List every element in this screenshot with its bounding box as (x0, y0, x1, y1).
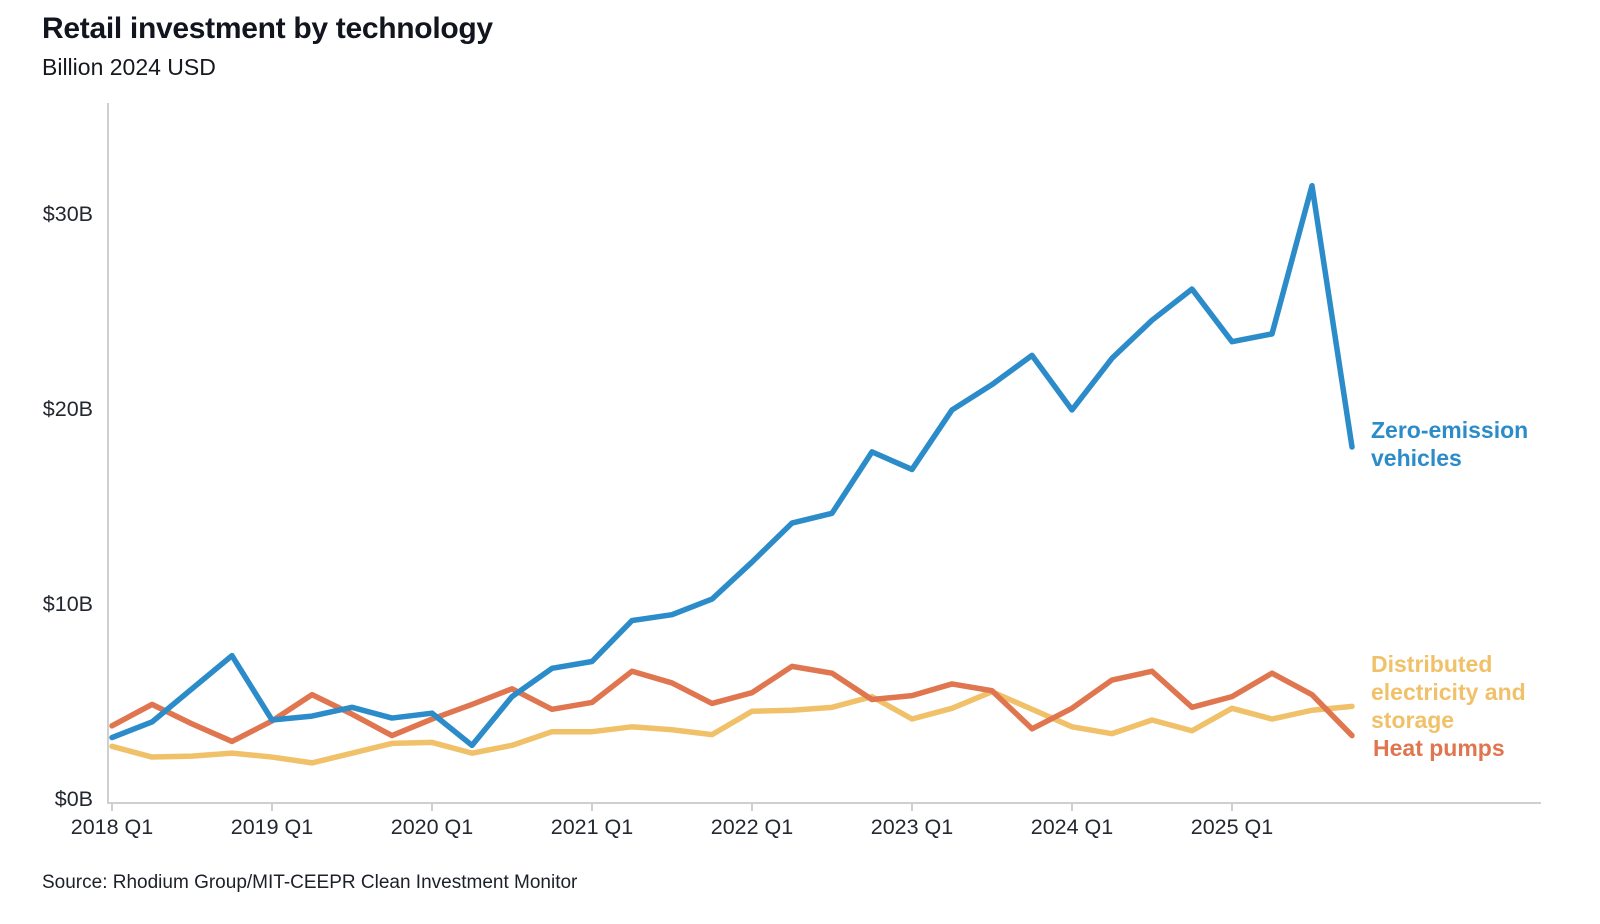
source-attribution: Source: Rhodium Group/MIT-CEEPR Clean In… (42, 872, 578, 893)
series-line-zero-emission-vehicles (109, 182, 1355, 749)
chart-subtitle: Billion 2024 USD (42, 54, 216, 80)
y-axis-tick-label: $0B (55, 787, 93, 811)
x-axis-tick-label: 2019 Q1 (231, 815, 313, 839)
x-axis-tick-label: 2024 Q1 (1031, 815, 1113, 839)
legend-distributed-electricity-storage: Distributed electricity and storage (1371, 651, 1526, 733)
chart-title: Retail investment by technology (42, 12, 493, 45)
x-axis-tick-label: 2023 Q1 (871, 815, 953, 839)
x-axis-tick-label: 2020 Q1 (391, 815, 473, 839)
x-axis-tick-label: 2018 Q1 (71, 815, 153, 839)
x-axis-tick-label: 2022 Q1 (711, 815, 793, 839)
series-line-heat-pumps (109, 663, 1355, 745)
y-axis-tick-label: $20B (43, 397, 93, 421)
series-line-distributed-electricity-and-storage (109, 688, 1355, 766)
x-axis-tick-label: 2025 Q1 (1191, 815, 1273, 839)
x-axis-tick-label: 2021 Q1 (551, 815, 633, 839)
y-axis-tick-label: $30B (43, 202, 93, 226)
legend-heat-pumps: Heat pumps (1373, 735, 1505, 761)
legend-zero-emission-vehicles: Zero-emission vehicles (1371, 417, 1529, 471)
y-axis-tick-label: $10B (43, 592, 93, 616)
